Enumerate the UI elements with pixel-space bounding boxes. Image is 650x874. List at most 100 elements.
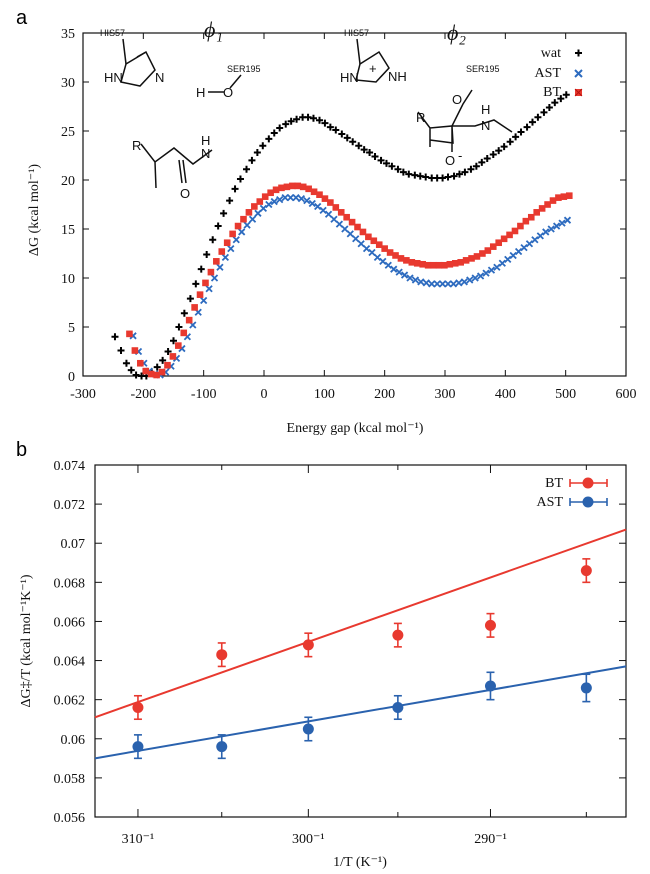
point-ast: [292, 194, 300, 202]
x-tick-label-a: -300: [70, 387, 96, 402]
point-bt: [142, 367, 150, 375]
point-bt: [446, 260, 454, 268]
point-ast: [297, 194, 306, 203]
point-ast: [455, 279, 463, 287]
point-bt: [332, 204, 340, 211]
point-bt: [370, 237, 378, 245]
y-tick-label-a: 5: [68, 321, 75, 336]
point-bt: [213, 258, 220, 265]
point-wat: [259, 142, 267, 150]
point-bt: [441, 261, 448, 269]
point-wat: [500, 143, 508, 151]
point-wat: [377, 156, 385, 164]
point-ast: [379, 257, 387, 265]
x-tick-label-a: 300: [435, 387, 456, 402]
point-bt: [484, 247, 492, 254]
point-bt: [506, 231, 513, 239]
legend-bt-b-label: BT: [545, 476, 563, 491]
point-wat: [309, 114, 317, 122]
point-ast: [319, 206, 327, 215]
his57-right-ring: [355, 50, 390, 83]
point-wat: [444, 173, 452, 181]
panel-a-ticks: -300 -200 -100 0 100 200 300 400 500 600 0 5 10 15 20 2…: [61, 27, 637, 402]
point-bt: [191, 304, 198, 311]
point-ast: [471, 274, 479, 282]
legend-bt-b-marker: [569, 477, 608, 489]
point-ast: [411, 276, 420, 284]
x-tick-label-b: 310⁻¹: [122, 832, 155, 847]
point-wat: [170, 337, 177, 345]
hn-left-label: HN: [104, 70, 123, 85]
point-bt: [321, 195, 329, 202]
point-ast: [368, 248, 376, 257]
point-bt: [299, 183, 307, 191]
point-wat: [209, 236, 217, 244]
point-bt: [560, 193, 568, 200]
point-wat: [321, 119, 329, 127]
x-tick-label-a: -100: [191, 387, 217, 402]
point-ast: [484, 671, 496, 701]
point-ast: [509, 251, 517, 260]
o-left-label: O: [223, 85, 233, 100]
point-bt: [522, 217, 530, 225]
point-ast: [265, 200, 273, 209]
point-bt: [272, 186, 280, 194]
point-wat: [478, 158, 486, 166]
point-wat: [276, 124, 284, 132]
point-bt: [359, 228, 367, 236]
point-wat: [127, 366, 135, 374]
point-ast: [352, 235, 360, 243]
point-ast: [308, 199, 316, 208]
point-wat: [197, 265, 205, 273]
point-ast: [248, 215, 257, 223]
panel-b-xlabel: 1/T (K⁻¹): [333, 855, 387, 870]
point-wat: [557, 95, 565, 103]
point-bt: [175, 342, 182, 349]
point-bt: [365, 233, 372, 241]
point-ast: [335, 220, 344, 228]
legend-bt-marker: [574, 88, 583, 97]
panel-b-legend: BT AST: [537, 476, 608, 510]
point-ast: [216, 263, 224, 271]
point-bt: [544, 201, 551, 208]
point-wat: [455, 170, 463, 178]
point-ast: [132, 734, 144, 760]
point-bt: [229, 230, 236, 238]
point-wat: [422, 173, 430, 181]
point-wat: [562, 91, 570, 99]
y-tick-label-a: 0: [68, 370, 75, 385]
point-bt: [489, 243, 497, 250]
point-ast: [221, 253, 230, 262]
point-bt: [245, 209, 253, 216]
point-wat: [506, 138, 514, 146]
point-wat: [270, 129, 278, 137]
point-wat: [248, 156, 256, 164]
y-tick-label-b: 0.064: [54, 655, 86, 670]
point-bt: [180, 329, 188, 337]
point-ast: [438, 280, 447, 288]
point-bt: [234, 222, 242, 230]
y-tick-label-b: 0.056: [54, 811, 86, 826]
point-wat: [159, 356, 167, 364]
point-ast: [384, 261, 392, 269]
y-tick-label-b: 0.068: [54, 576, 86, 591]
point-ast: [362, 244, 371, 253]
point-bt: [527, 213, 535, 221]
point-wat: [399, 168, 407, 176]
panel-b-ticks: 310⁻¹ 300⁻¹ 290⁻¹ 0.056 0.058 0.06 0.062 0.064 0…: [54, 459, 626, 847]
point-bt: [435, 261, 443, 269]
substrate-left-bonds: [140, 143, 213, 189]
point-ast: [558, 219, 566, 227]
point-bt: [484, 612, 496, 638]
point-wat: [517, 128, 525, 136]
panel-a-points: [111, 91, 573, 380]
y-tick-label-b: 0.07: [61, 537, 86, 552]
x-tick-label-a: -200: [130, 387, 156, 402]
point-bt: [207, 268, 215, 276]
point-bt: [403, 257, 410, 264]
point-ast: [542, 228, 550, 236]
point-bt: [473, 253, 481, 260]
nh-right-label: NH: [388, 69, 407, 84]
point-bt: [538, 205, 546, 212]
point-bt: [218, 248, 226, 255]
